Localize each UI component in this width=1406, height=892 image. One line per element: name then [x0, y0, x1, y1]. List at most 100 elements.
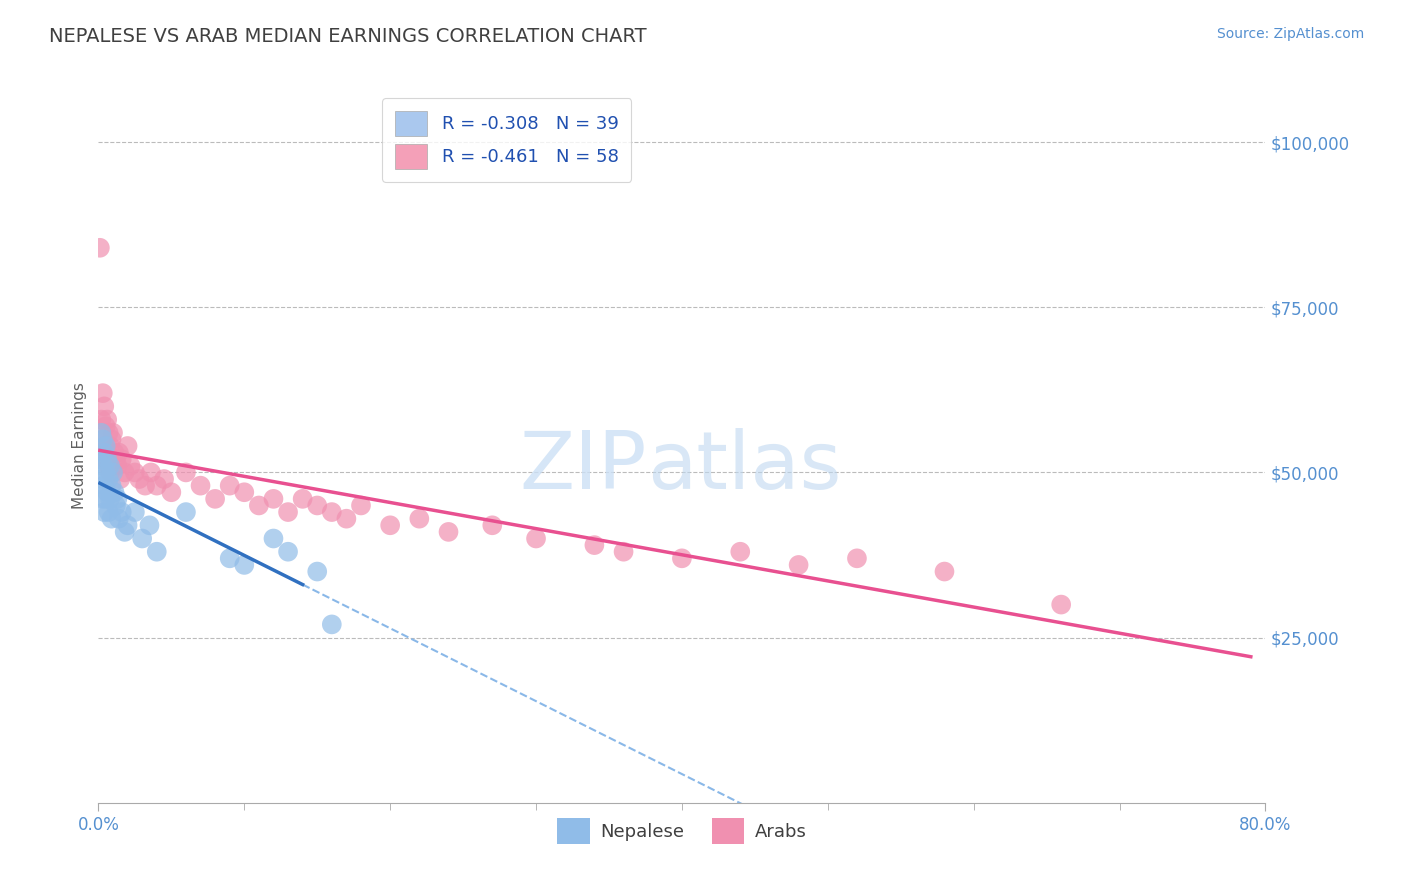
Point	[94, 491, 117, 506]
Point	[262, 491, 284, 506]
Point	[131, 532, 153, 546]
Point	[114, 524, 136, 539]
Point	[120, 458, 142, 473]
Point	[846, 551, 869, 566]
Point	[97, 425, 120, 440]
Point	[787, 558, 810, 572]
Text: atlas: atlas	[647, 428, 841, 507]
Point	[93, 505, 115, 519]
Point	[408, 511, 430, 525]
Point	[233, 485, 256, 500]
Point	[321, 617, 343, 632]
Point	[97, 472, 120, 486]
Point	[91, 386, 114, 401]
Point	[111, 452, 134, 467]
Point	[128, 472, 150, 486]
Point	[98, 466, 121, 480]
Point	[105, 491, 128, 506]
Point	[321, 505, 343, 519]
Point	[93, 478, 115, 492]
Point	[97, 458, 120, 473]
Point	[101, 425, 124, 440]
Point	[108, 511, 131, 525]
Point	[103, 485, 125, 500]
Point	[117, 439, 139, 453]
Point	[96, 452, 118, 467]
Point	[104, 452, 127, 467]
Point	[94, 439, 117, 453]
Point	[97, 505, 120, 519]
Point	[730, 545, 752, 559]
Point	[277, 505, 299, 519]
Point	[90, 412, 112, 426]
Point	[291, 491, 314, 506]
Point	[481, 518, 503, 533]
Point	[934, 565, 956, 579]
Point	[307, 565, 329, 579]
Point	[583, 538, 606, 552]
Point	[96, 485, 118, 500]
Point	[134, 478, 156, 492]
Point	[98, 458, 121, 473]
Point	[93, 400, 115, 414]
Point	[146, 478, 169, 492]
Point	[100, 433, 122, 447]
Point	[146, 545, 169, 559]
Point	[89, 452, 111, 467]
Point	[204, 491, 226, 506]
Point	[89, 241, 111, 255]
Point	[96, 445, 118, 459]
Point	[100, 511, 122, 525]
Point	[108, 445, 131, 459]
Point	[100, 478, 122, 492]
Point	[98, 491, 121, 506]
Point	[91, 491, 114, 506]
Point	[612, 545, 634, 559]
Text: ZIP: ZIP	[520, 428, 647, 507]
Point	[138, 518, 160, 533]
Point	[335, 511, 357, 525]
Point	[233, 558, 256, 572]
Point	[174, 505, 197, 519]
Point	[94, 452, 117, 467]
Point	[114, 466, 136, 480]
Point	[98, 439, 121, 453]
Point	[174, 466, 197, 480]
Point	[124, 466, 146, 480]
Point	[247, 499, 270, 513]
Point	[139, 466, 162, 480]
Point	[277, 545, 299, 559]
Point	[93, 445, 115, 459]
Point	[91, 433, 114, 447]
Point	[160, 485, 183, 500]
Point	[117, 518, 139, 533]
Y-axis label: Median Earnings: Median Earnings	[72, 383, 87, 509]
Point	[104, 499, 127, 513]
Point	[101, 466, 124, 480]
Point	[524, 532, 547, 546]
Point	[94, 419, 117, 434]
Text: Source: ZipAtlas.com: Source: ZipAtlas.com	[1216, 27, 1364, 41]
Point	[103, 445, 125, 459]
Point	[96, 412, 118, 426]
Point	[262, 532, 284, 546]
Point	[111, 505, 134, 519]
Point	[124, 505, 146, 519]
Point	[380, 518, 402, 533]
Legend: Nepalese, Arabs: Nepalese, Arabs	[550, 811, 814, 851]
Point	[190, 478, 212, 492]
Point	[307, 499, 329, 513]
Point	[1050, 598, 1073, 612]
Point	[94, 466, 117, 480]
Point	[110, 472, 132, 486]
Point	[93, 439, 115, 453]
Point	[91, 458, 114, 473]
Point	[437, 524, 460, 539]
Point	[671, 551, 693, 566]
Point	[218, 478, 240, 492]
Point	[153, 472, 176, 486]
Point	[91, 433, 114, 447]
Text: NEPALESE VS ARAB MEDIAN EARNINGS CORRELATION CHART: NEPALESE VS ARAB MEDIAN EARNINGS CORRELA…	[49, 27, 647, 45]
Point	[350, 499, 373, 513]
Point	[90, 472, 112, 486]
